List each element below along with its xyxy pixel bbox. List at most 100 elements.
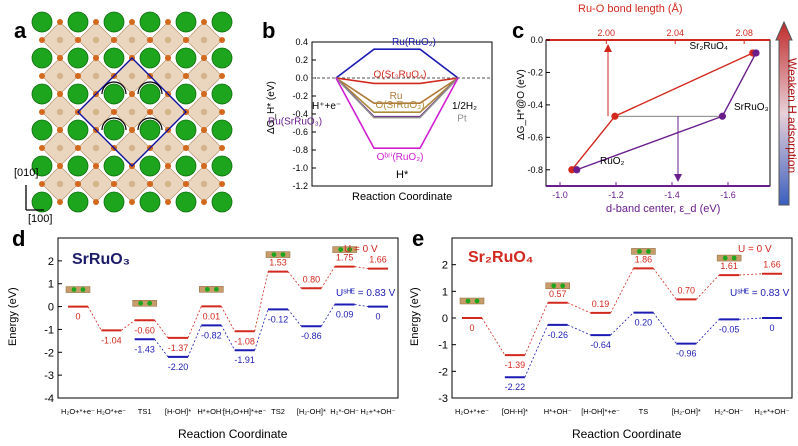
o-atom <box>93 199 99 205</box>
d-ytick-label: -3 <box>44 370 54 382</box>
e-connector <box>567 302 591 314</box>
o-atom <box>57 19 63 25</box>
d-sr-icon <box>80 287 86 292</box>
d-ylabel: Energy (eV) <box>7 287 19 346</box>
d-connector <box>254 309 269 351</box>
axis-100-label: [100] <box>28 213 52 225</box>
o-atom <box>39 109 45 115</box>
d-ytick-label: -2 <box>44 347 54 359</box>
d-value-label: -1.43 <box>134 344 155 354</box>
o-atom <box>183 73 189 79</box>
d-value-label: 0.01 <box>203 311 221 321</box>
panel-a-letter: a <box>14 18 27 43</box>
sr-atom <box>31 83 53 105</box>
d-value-label: -0.60 <box>134 325 155 335</box>
b-series-label: Oᵇʳⁱ(RuO₂) <box>377 152 424 163</box>
b-series-label: Ru <box>390 91 403 102</box>
e-connector <box>524 302 549 356</box>
d-value-label: -0.86 <box>301 331 322 341</box>
o-atom <box>147 37 153 43</box>
ru-atom <box>200 144 208 152</box>
o-atom <box>39 145 45 151</box>
o-atom <box>183 181 189 187</box>
d-category-label: H₂+*+OH⁻ <box>360 407 395 416</box>
o-atom <box>201 127 207 133</box>
o-atom <box>93 19 99 25</box>
o-atom <box>57 55 63 61</box>
d-connector <box>154 339 169 358</box>
b-ytick-label: 0.2 <box>295 55 308 65</box>
c-xtick-top-label: 2.08 <box>735 28 753 38</box>
d-category-label: [H₂O+H]*+e⁻ <box>223 407 267 416</box>
sr-atom <box>31 11 53 33</box>
sr-atom <box>139 191 161 213</box>
e-value-label: 0.57 <box>549 289 567 299</box>
b-right-label: 1/2H₂ <box>452 101 477 112</box>
ru-atom <box>128 144 136 152</box>
o-atom <box>129 91 135 97</box>
e-title: Sr₂RuO₄ <box>468 249 533 266</box>
sr-atom <box>103 11 125 33</box>
o-atom <box>75 145 81 151</box>
b-series-label: Pt <box>457 114 467 125</box>
e-ytick-label: 2 <box>442 260 448 272</box>
d-value-label: 1.75 <box>336 253 354 263</box>
d-sr-icon <box>204 286 210 292</box>
axis-010-label: [010] <box>14 167 38 179</box>
d-ytick-label: 1 <box>48 279 54 291</box>
c-ylabel: ΔG_H*@O (eV) <box>516 69 527 140</box>
e-value-label: -1.39 <box>505 360 526 370</box>
ru-atom <box>200 108 208 116</box>
ru-atom <box>92 72 100 80</box>
c-xtick-top-label: 2.00 <box>598 28 616 38</box>
o-atom <box>129 199 135 205</box>
o-atom <box>57 163 63 169</box>
d-category-label: H₂*-OH⁻ <box>330 407 359 416</box>
d-sr-icon <box>280 252 286 257</box>
d-value-label: 1.53 <box>269 258 287 268</box>
d-connector <box>320 304 336 327</box>
e-sr-icon <box>474 298 480 304</box>
b-series-line <box>335 77 459 149</box>
o-atom <box>93 163 99 169</box>
o-atom <box>165 19 171 25</box>
o-atom <box>147 109 153 115</box>
e-value-label: -0.64 <box>590 340 611 350</box>
o-atom <box>219 181 225 187</box>
sr-atom <box>103 83 125 105</box>
d-value-label: 0.80 <box>303 274 321 284</box>
o-atom <box>111 181 117 187</box>
d-value-label: 0 <box>375 312 380 322</box>
e-category-label: [H₂-OH]* <box>672 407 701 416</box>
d-connector <box>320 266 336 289</box>
sr-atom <box>103 119 125 141</box>
panel-e-chart: 2 1 0 -1 -2 -3 H₂O+*+e⁻ [OH-H]* H*+OH⁻ [H-OH]*+e⁻… <box>409 237 793 441</box>
ru-atom <box>128 72 136 80</box>
sr-atom <box>31 47 53 69</box>
o-atom <box>219 145 225 151</box>
sr-atom <box>175 119 197 141</box>
e-legend-u0: U = 0 V <box>738 244 772 255</box>
o-atom <box>39 181 45 187</box>
d-connector <box>154 320 169 339</box>
b-series-line <box>335 77 459 113</box>
o-atom <box>147 181 153 187</box>
d-value-label: -0.12 <box>268 314 289 324</box>
ru-atom <box>92 36 100 44</box>
sr-atom <box>67 155 89 177</box>
d-connector <box>354 266 369 270</box>
e-category-label: H*+OH⁻ <box>544 407 572 416</box>
ru-atom <box>128 36 136 44</box>
c-point <box>573 166 581 174</box>
e-slab-icon <box>459 297 485 305</box>
d-connector <box>254 271 269 332</box>
o-atom <box>165 55 171 61</box>
b-ylabel: ΔG_H* (eV) <box>266 81 277 134</box>
o-atom <box>165 163 171 169</box>
e-connector <box>739 317 763 320</box>
rotation-arc <box>137 117 163 131</box>
e-connector <box>567 324 591 336</box>
c-xtick-bottom-label: -1.2 <box>608 190 624 200</box>
e-sr-icon <box>722 255 728 261</box>
sr-atom <box>139 83 161 105</box>
